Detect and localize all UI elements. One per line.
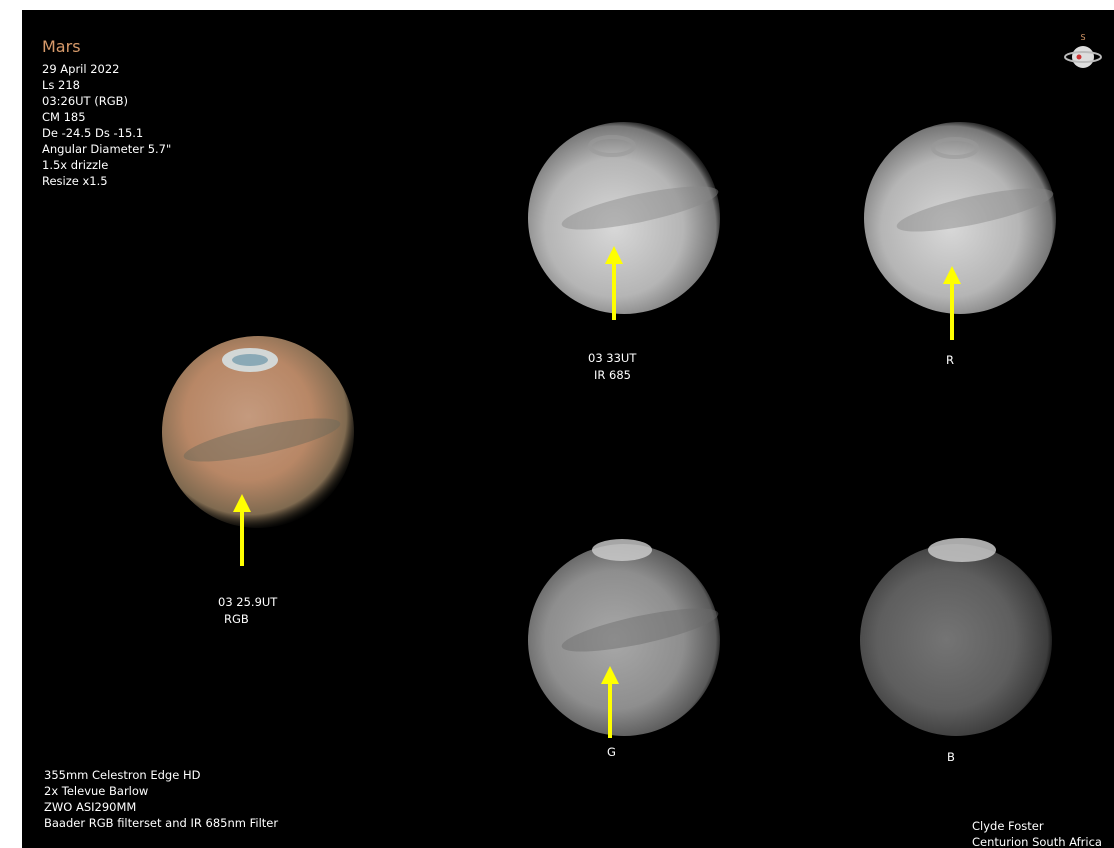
detail-line: 03:26UT (RGB) — [42, 94, 128, 108]
image-label: RGB — [224, 612, 249, 626]
compass-label: S — [1080, 33, 1085, 42]
image-label: 03 33UT — [588, 351, 637, 365]
detail-line: Resize x1.5 — [42, 174, 108, 188]
detail-line: 1.5x drizzle — [42, 158, 108, 172]
planet-b — [860, 538, 1052, 736]
image-label: IR 685 — [594, 368, 631, 382]
planet-r — [864, 122, 1056, 314]
image-label: R — [946, 353, 954, 367]
detail-line: Ls 218 — [42, 78, 80, 92]
compass: S — [1064, 33, 1102, 68]
arrows — [233, 246, 961, 738]
equipment-line: Baader RGB filterset and IR 685nm Filter — [44, 816, 278, 830]
credit-line: Clyde Foster — [972, 819, 1044, 833]
detail-line: Angular Diameter 5.7" — [42, 142, 171, 156]
planet-ir — [528, 122, 720, 314]
credit-line: Centurion South Africa — [972, 835, 1102, 848]
equipment-line: 355mm Celestron Edge HD — [44, 768, 201, 782]
planet-g — [528, 539, 720, 736]
detail-line: 29 April 2022 — [42, 62, 120, 76]
equipment-line: ZWO ASI290MM — [44, 800, 136, 814]
image-label: 03 25.9UT — [218, 595, 278, 609]
image-label: B — [947, 750, 955, 764]
planet-rgb — [162, 336, 354, 528]
detail-line: De -24.5 Ds -15.1 — [42, 126, 143, 140]
equipment-line: 2x Televue Barlow — [44, 784, 148, 798]
title: Mars — [42, 37, 81, 56]
detail-line: CM 185 — [42, 110, 86, 124]
image-label: G — [607, 745, 616, 759]
